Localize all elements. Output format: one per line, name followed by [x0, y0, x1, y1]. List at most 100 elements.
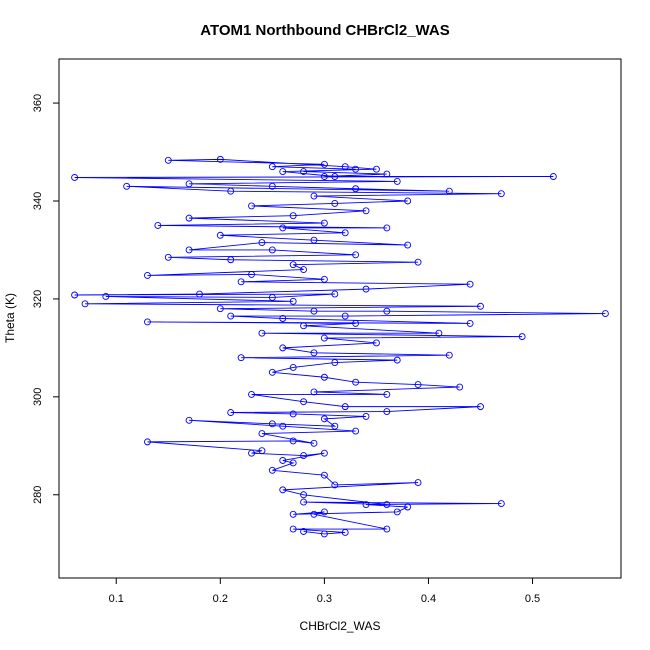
data-point: [258, 430, 266, 438]
data-point: [466, 319, 474, 327]
data-point: [310, 192, 318, 200]
data-point: [300, 266, 308, 273]
data-point: [352, 251, 360, 259]
data-point: [414, 479, 422, 486]
data-point: [185, 416, 193, 424]
data-point: [310, 307, 318, 315]
data-point: [300, 168, 308, 176]
data-point: [71, 291, 79, 299]
data-point: [144, 318, 151, 326]
plot-area: [71, 155, 609, 538]
data-point: [331, 290, 339, 298]
data-point: [601, 310, 609, 318]
data-point: [185, 180, 193, 188]
data-point: [289, 364, 297, 371]
data-point: [237, 278, 245, 286]
data-point: [383, 525, 391, 533]
data-point: [383, 224, 391, 232]
data-point: [258, 329, 266, 337]
data-point: [237, 354, 245, 362]
data-point: [164, 156, 172, 164]
data-point: [279, 486, 287, 494]
data-point: [248, 390, 255, 398]
y-tick-label: 340: [32, 192, 44, 210]
data-point: [289, 459, 297, 467]
data-point: [216, 155, 224, 163]
data-point: [383, 170, 391, 178]
data-point: [300, 452, 308, 460]
data-point: [320, 275, 328, 283]
data-point: [320, 530, 328, 538]
data-point: [497, 190, 505, 198]
data-point: [331, 481, 339, 489]
data-point: [435, 329, 443, 337]
data-point: [102, 293, 110, 300]
data-point: [300, 398, 308, 406]
data-point: [289, 437, 297, 445]
data-point: [300, 491, 308, 499]
data-point: [456, 383, 464, 391]
y-tick-label: 300: [32, 388, 44, 406]
data-point: [310, 510, 318, 518]
data-point: [81, 300, 89, 308]
data-point: [320, 160, 328, 168]
data-point: [362, 501, 370, 509]
data-point: [518, 333, 526, 341]
data-point: [362, 285, 370, 293]
data-point: [300, 498, 308, 506]
data-point: [320, 373, 328, 381]
data-point: [227, 256, 235, 264]
data-point: [393, 356, 401, 364]
data-point: [268, 368, 276, 376]
data-point: [289, 297, 297, 305]
data-point: [216, 305, 224, 313]
data-point: [300, 322, 308, 330]
data-point: [279, 457, 287, 464]
data-point: [331, 359, 339, 367]
data-point: [320, 415, 328, 423]
data-point: [268, 246, 276, 254]
data-point: [279, 315, 287, 322]
data-point: [289, 261, 297, 269]
data-point: [352, 427, 360, 435]
y-axis-label: Theta (K): [3, 293, 17, 343]
data-point: [466, 280, 474, 288]
data-point: [279, 422, 287, 430]
data-point: [320, 219, 328, 227]
data-point: [227, 409, 235, 416]
x-tick-label: 0.4: [421, 593, 436, 605]
y-tick-label: 360: [32, 94, 44, 112]
data-point: [310, 236, 318, 244]
data-point: [497, 500, 505, 508]
data-point: [372, 339, 380, 347]
data-point: [279, 344, 287, 352]
data-point: [393, 177, 401, 185]
data-point: [289, 212, 297, 220]
data-point: [445, 351, 453, 359]
data-point: [414, 381, 422, 389]
data-point: [383, 501, 391, 509]
data-point: [320, 471, 328, 479]
data-point: [289, 525, 297, 533]
data-point: [549, 173, 557, 180]
data-point: [383, 408, 391, 415]
plot-frame: [58, 58, 622, 579]
data-point: [227, 187, 235, 195]
data-point: [258, 239, 266, 247]
x-tick-label: 0.3: [317, 593, 332, 605]
data-point: [185, 214, 193, 222]
data-point: [248, 270, 255, 278]
data-point: [404, 503, 412, 511]
data-point: [445, 187, 453, 195]
data-point: [216, 231, 224, 239]
data-point: [196, 290, 203, 298]
x-tick-label: 0.1: [109, 593, 124, 605]
data-point: [341, 163, 349, 171]
data-point: [248, 202, 255, 210]
data-point: [248, 449, 255, 457]
x-tick-label: 0.2: [213, 593, 228, 605]
data-point: [320, 334, 328, 342]
data-point: [331, 173, 339, 180]
data-point: [268, 420, 276, 428]
data-point: [331, 199, 339, 207]
